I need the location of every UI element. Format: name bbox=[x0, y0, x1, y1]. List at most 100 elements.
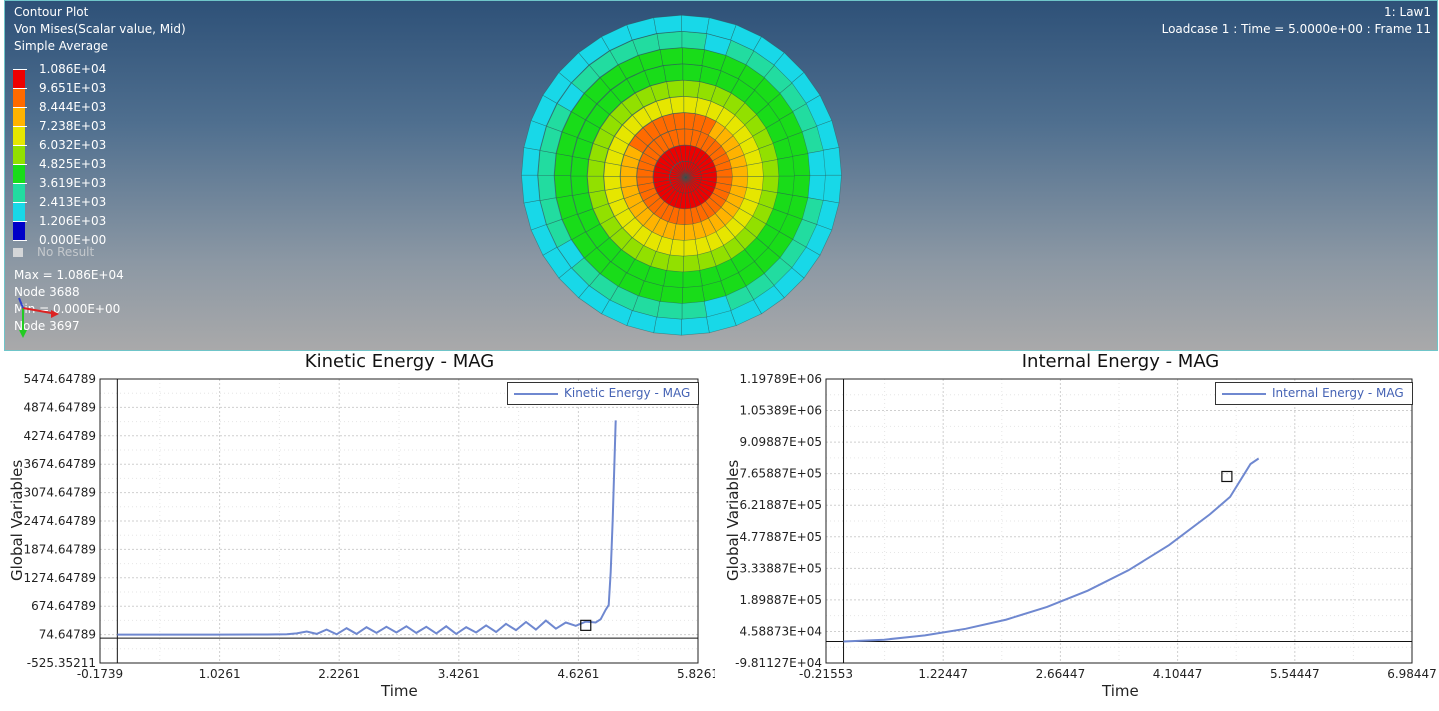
grid bbox=[825, 378, 1413, 664]
mesh-element bbox=[792, 175, 811, 199]
mesh-element bbox=[822, 174, 842, 204]
y-tick-label: 9.09887E+05 bbox=[739, 435, 822, 449]
kinetic-energy-plot[interactable]: -0.1739 1.0261 2.2261 3.4261 4.6261 5.8261 547… bbox=[0, 351, 715, 711]
mesh-element bbox=[681, 31, 708, 50]
x-tick-label: 4.10447 bbox=[1153, 667, 1203, 681]
mesh-element bbox=[656, 301, 683, 320]
y-tick-label: 674.64789 bbox=[31, 599, 96, 613]
mesh-element bbox=[681, 14, 710, 34]
kinetic-energy-chart[interactable]: -0.1739 1.0261 2.2261 3.4261 4.6261 5.8261 547… bbox=[0, 351, 715, 711]
y-tick-label: 4874.64789 bbox=[23, 400, 96, 414]
mesh-element bbox=[681, 301, 708, 320]
mesh-element bbox=[682, 63, 703, 82]
mesh-element bbox=[521, 147, 541, 176]
y-tick-label: 1274.64789 bbox=[23, 571, 96, 585]
series-line bbox=[843, 457, 1260, 643]
mesh-element bbox=[587, 175, 605, 194]
legend-swatch bbox=[13, 89, 25, 108]
mesh-element bbox=[554, 175, 573, 199]
x-tick-label: 5.54447 bbox=[1270, 667, 1320, 681]
mesh-element bbox=[659, 47, 683, 66]
x-axis-label: Time bbox=[1102, 682, 1139, 700]
internal-energy-plot[interactable]: -0.21553 1.22447 2.66447 4.10447 5.54447 6.98… bbox=[720, 351, 1439, 711]
mesh-elements bbox=[521, 14, 842, 336]
grid bbox=[99, 378, 699, 664]
contour-info: Contour Plot Von Mises(Scalar value, Mid… bbox=[14, 4, 186, 55]
mesh-element bbox=[777, 156, 796, 177]
legend-tick bbox=[13, 126, 27, 127]
x-tick-label: 1.0261 bbox=[199, 667, 241, 681]
mesh-element bbox=[537, 175, 557, 201]
legend-line-swatch bbox=[1222, 393, 1266, 395]
y-tick-label: 4274.64789 bbox=[23, 429, 96, 443]
mesh-element bbox=[653, 14, 682, 34]
legend-swatch bbox=[13, 127, 25, 146]
mesh-element bbox=[682, 285, 706, 305]
legend-swatch bbox=[13, 184, 25, 203]
mesh-element bbox=[807, 175, 827, 201]
min-max-stats: Max = 1.086E+04 Node 3688 Min = 0.000E+0… bbox=[14, 267, 124, 335]
series-line bbox=[117, 420, 617, 636]
contour-plot-title: Contour Plot bbox=[14, 5, 89, 19]
y-tick-label: 6.21887E+05 bbox=[739, 498, 822, 512]
legend-value-label: 1.086E+04 bbox=[39, 62, 107, 76]
no-result-label: No Result bbox=[37, 245, 95, 259]
x-tick-label: 3.4261 bbox=[438, 667, 480, 681]
legend-value-label: 2.413E+03 bbox=[39, 195, 107, 209]
mesh-element bbox=[663, 63, 684, 82]
mesh-element bbox=[681, 316, 710, 336]
y-tick-label: 4.77887E+05 bbox=[739, 530, 822, 544]
x-axis-label: Time bbox=[381, 682, 418, 700]
averaging-label: Simple Average bbox=[14, 39, 109, 53]
y-tick-label: 5474.64789 bbox=[23, 372, 96, 386]
legend-tick bbox=[13, 183, 27, 184]
legend-tick bbox=[13, 107, 27, 108]
no-result-swatch bbox=[13, 248, 23, 257]
max-node-label: Node 3688 bbox=[14, 285, 80, 299]
mesh-element bbox=[777, 175, 796, 196]
legend-swatch bbox=[13, 203, 25, 222]
y-tick-label: 74.64789 bbox=[39, 628, 96, 642]
current-frame-marker bbox=[1221, 470, 1233, 483]
contour-mesh[interactable] bbox=[5, 1, 1438, 351]
legend-tick bbox=[13, 145, 27, 146]
mesh-element bbox=[603, 176, 622, 191]
no-result-entry: No Result bbox=[13, 245, 94, 259]
legend-tick bbox=[13, 240, 27, 241]
x-tick-label: 2.2261 bbox=[318, 667, 360, 681]
mesh-element bbox=[682, 47, 706, 66]
legend-value-label: 9.651E+03 bbox=[39, 81, 107, 95]
x-tick-label: 6.98447 bbox=[1387, 667, 1437, 681]
result-type-label: Von Mises(Scalar value, Mid) bbox=[14, 22, 186, 36]
legend-entry: Internal Energy - MAG bbox=[1272, 386, 1404, 400]
legend-value-label: 0.000E+00 bbox=[39, 233, 107, 247]
y-tick-label: 1.19789E+06 bbox=[739, 372, 822, 386]
contour-viewport[interactable]: Contour Plot Von Mises(Scalar value, Mid… bbox=[4, 0, 1438, 351]
plot-frame bbox=[825, 378, 1413, 664]
legend-swatch bbox=[13, 70, 25, 89]
y-tick-label: 2474.64789 bbox=[23, 514, 96, 528]
y-tick-label: 1.05389E+06 bbox=[739, 404, 822, 418]
mesh-element bbox=[521, 174, 541, 204]
y-tick-label: 3.33887E+05 bbox=[739, 561, 822, 575]
mesh-element bbox=[682, 270, 703, 289]
x-tick-label: 4.6261 bbox=[557, 667, 599, 681]
internal-energy-chart[interactable]: -0.21553 1.22447 2.66447 4.10447 5.54447 6.98… bbox=[720, 351, 1439, 711]
mesh-element bbox=[669, 96, 685, 114]
chart-legend[interactable]: Kinetic Energy - MAG bbox=[507, 382, 700, 405]
chart-title: Internal Energy - MAG bbox=[1021, 351, 1220, 372]
legend-entry: Kinetic Energy - MAG bbox=[564, 386, 691, 400]
legend-value-label: 6.032E+03 bbox=[39, 138, 107, 152]
y-tick-label: -9.81127E+04 bbox=[735, 656, 822, 670]
mesh-element bbox=[653, 316, 682, 336]
mesh-element bbox=[683, 239, 699, 257]
x-tick-label: -0.21553 bbox=[799, 667, 853, 681]
max-value-label: Max = 1.086E+04 bbox=[14, 268, 124, 282]
legend-line-swatch bbox=[514, 393, 558, 395]
y-tick-label: 1.89887E+05 bbox=[739, 593, 822, 607]
mesh-element bbox=[570, 175, 589, 196]
chart-legend[interactable]: Internal Energy - MAG bbox=[1215, 382, 1413, 405]
min-value-label: Min = 0.000E+00 bbox=[14, 302, 121, 316]
legend-swatch bbox=[13, 108, 25, 127]
mesh-element bbox=[761, 159, 780, 177]
